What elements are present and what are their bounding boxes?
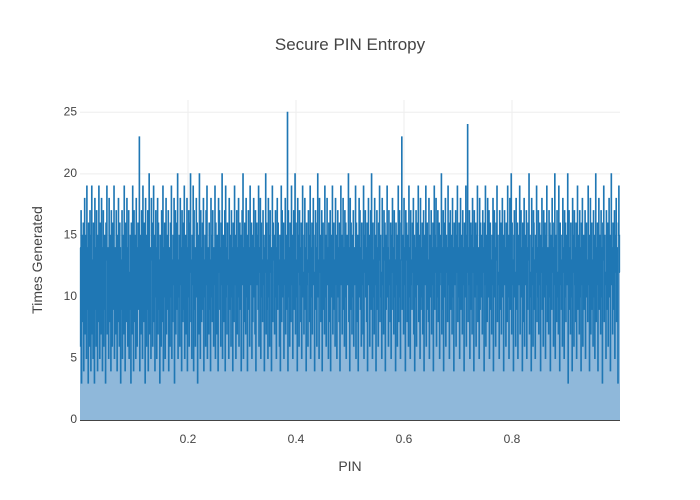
chart-title: Secure PIN Entropy — [275, 35, 426, 54]
x-axis-ticks: 0.2 0.4 0.6 0.8 — [180, 432, 521, 446]
y-tick-label: 25 — [64, 104, 78, 118]
y-tick-label: 5 — [70, 351, 77, 365]
x-tick-label: 0.6 — [396, 432, 413, 446]
x-tick-label: 0.4 — [288, 432, 305, 446]
y-axis-title: Times Generated — [29, 206, 45, 314]
x-tick-label: 0.8 — [504, 432, 521, 446]
y-tick-label: 15 — [64, 228, 78, 242]
y-tick-label: 20 — [64, 166, 78, 180]
y-tick-label: 0 — [70, 412, 77, 426]
series-line — [79, 111, 621, 384]
y-axis-ticks: 0 5 10 15 20 25 — [64, 104, 78, 426]
plot-area — [79, 111, 621, 420]
y-tick-label: 10 — [64, 289, 78, 303]
x-tick-label: 0.2 — [180, 432, 197, 446]
x-axis-title: PIN — [338, 458, 361, 474]
